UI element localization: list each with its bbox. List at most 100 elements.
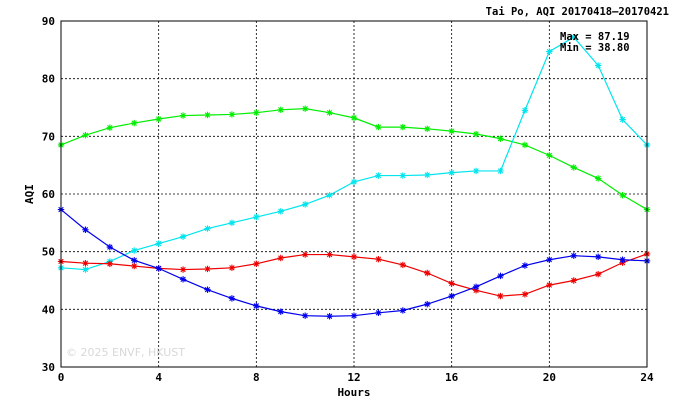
data-point bbox=[619, 256, 626, 263]
data-point bbox=[424, 125, 431, 133]
data-point bbox=[521, 107, 529, 114]
data-point bbox=[253, 109, 260, 116]
data-point bbox=[253, 302, 260, 310]
x-tick-label: 24 bbox=[640, 371, 654, 384]
x-tick-label: 16 bbox=[445, 371, 459, 384]
data-point bbox=[350, 178, 358, 186]
x-tick-label: 20 bbox=[543, 371, 556, 384]
y-tick-label: 40 bbox=[42, 303, 55, 316]
y-axis-title: AQI bbox=[23, 184, 36, 204]
data-point bbox=[448, 169, 455, 176]
data-point bbox=[301, 251, 309, 258]
y-tick-label: 50 bbox=[42, 246, 55, 259]
data-point bbox=[350, 114, 358, 122]
data-point bbox=[375, 123, 382, 131]
data-point bbox=[521, 141, 529, 149]
data-point bbox=[594, 253, 602, 261]
data-point bbox=[399, 261, 407, 269]
x-tick-label: 8 bbox=[253, 371, 260, 384]
x-tick-label: 4 bbox=[155, 371, 162, 384]
data-point bbox=[106, 243, 114, 251]
data-point bbox=[204, 111, 211, 119]
data-point bbox=[179, 276, 187, 283]
data-point bbox=[179, 112, 187, 119]
data-point bbox=[82, 260, 89, 267]
data-point bbox=[472, 283, 480, 291]
data-point bbox=[594, 175, 602, 182]
x-tick-label: 0 bbox=[58, 371, 65, 384]
data-point bbox=[594, 62, 602, 69]
data-point bbox=[204, 286, 211, 293]
x-axis-title: Hours bbox=[337, 386, 370, 399]
data-point bbox=[131, 247, 138, 254]
data-point bbox=[326, 313, 333, 320]
data-point bbox=[472, 130, 480, 138]
chart-title: Tai Po, AQI 20170418–20170421 bbox=[486, 6, 669, 18]
data-point bbox=[179, 266, 187, 273]
data-point bbox=[253, 260, 260, 267]
data-point bbox=[619, 191, 626, 199]
data-point bbox=[570, 164, 577, 171]
y-tick-label: 70 bbox=[42, 130, 55, 143]
data-point bbox=[448, 280, 455, 287]
data-point bbox=[375, 172, 382, 179]
data-point bbox=[546, 256, 553, 263]
y-tick-label: 30 bbox=[42, 361, 55, 374]
plot-frame bbox=[60, 20, 648, 368]
data-point bbox=[399, 172, 407, 179]
data-point bbox=[350, 253, 358, 261]
y-tick-label: 80 bbox=[42, 73, 55, 86]
data-point bbox=[521, 291, 529, 298]
data-point bbox=[326, 109, 333, 116]
data-point bbox=[424, 171, 431, 179]
data-point bbox=[448, 127, 455, 135]
data-point bbox=[472, 167, 480, 175]
data-point bbox=[155, 240, 162, 247]
max-annotation: Max = 87.19 bbox=[560, 31, 630, 43]
data-point bbox=[277, 308, 284, 315]
data-point bbox=[497, 135, 504, 142]
data-point bbox=[131, 119, 138, 127]
data-point bbox=[424, 300, 431, 308]
data-point bbox=[570, 252, 577, 259]
data-point bbox=[448, 292, 455, 300]
data-point bbox=[301, 312, 309, 319]
data-point bbox=[497, 167, 504, 175]
data-point bbox=[594, 270, 602, 278]
data-point bbox=[399, 307, 407, 314]
data-point bbox=[546, 152, 553, 159]
data-point bbox=[204, 265, 211, 273]
data-point bbox=[472, 287, 480, 294]
data-point bbox=[131, 262, 138, 270]
series-2 bbox=[57, 34, 651, 273]
data-point bbox=[424, 269, 431, 277]
series-layer bbox=[57, 34, 651, 320]
data-point bbox=[497, 292, 504, 300]
data-point bbox=[82, 226, 89, 233]
data-point bbox=[277, 208, 284, 215]
y-tick-label: 60 bbox=[42, 188, 55, 201]
data-point bbox=[106, 124, 114, 131]
y-tick-label: 90 bbox=[42, 15, 55, 28]
data-point bbox=[204, 225, 211, 232]
data-point bbox=[375, 309, 382, 316]
data-point bbox=[546, 281, 553, 289]
x-tick-label: 12 bbox=[347, 371, 360, 384]
min-annotation: Min = 38.80 bbox=[560, 42, 630, 54]
data-point bbox=[570, 277, 577, 284]
data-point bbox=[228, 295, 236, 302]
data-point bbox=[82, 131, 89, 139]
data-point bbox=[277, 106, 284, 114]
data-point bbox=[131, 257, 138, 264]
data-point bbox=[301, 105, 309, 112]
data-point bbox=[546, 48, 553, 55]
series-4 bbox=[57, 206, 651, 320]
data-point bbox=[253, 213, 260, 221]
data-point bbox=[155, 265, 162, 272]
data-point bbox=[228, 111, 236, 118]
data-point bbox=[619, 116, 626, 123]
data-point bbox=[497, 272, 504, 280]
data-point bbox=[326, 191, 333, 199]
data-point bbox=[179, 233, 187, 240]
